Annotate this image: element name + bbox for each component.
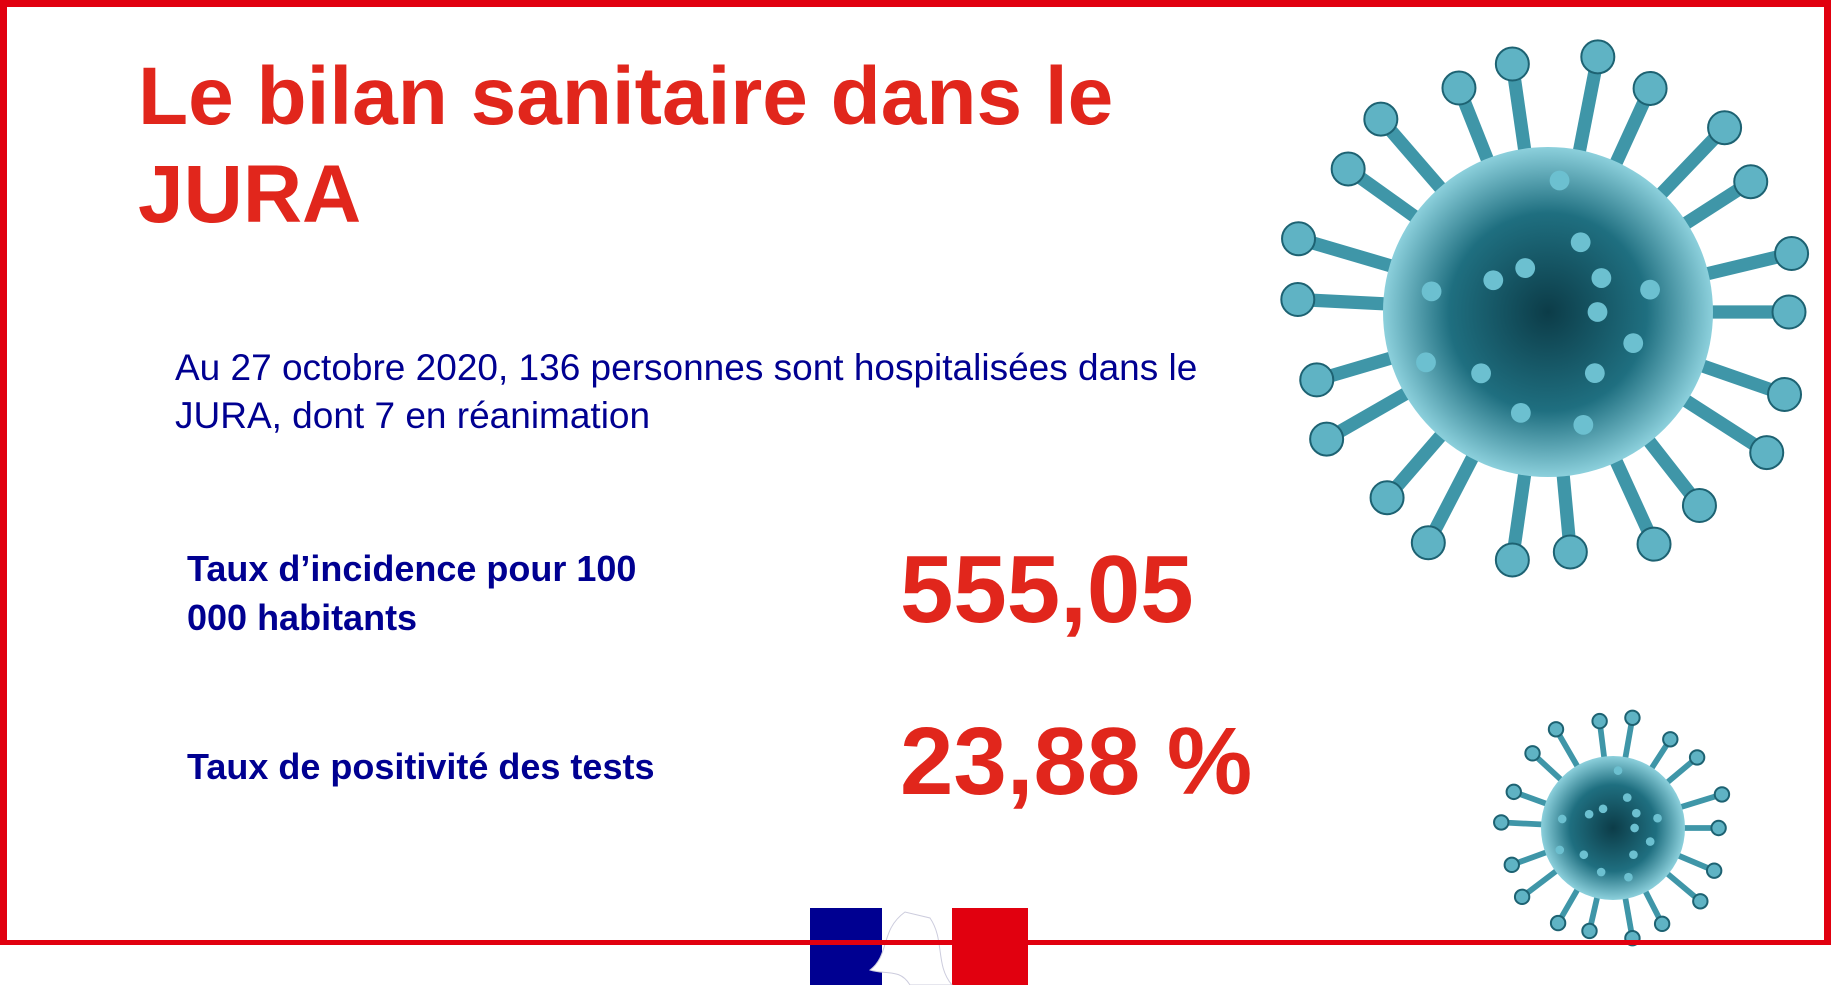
virus-part bbox=[1524, 745, 1541, 762]
virus-part bbox=[1681, 488, 1717, 524]
virus-part bbox=[1515, 258, 1536, 278]
virus-part bbox=[1493, 814, 1510, 831]
virus-large bbox=[1280, 39, 1810, 578]
virus-part bbox=[1774, 236, 1810, 272]
virus-part bbox=[1416, 352, 1436, 373]
virus-part bbox=[1471, 363, 1491, 384]
virus-part bbox=[1584, 809, 1594, 819]
virus-part bbox=[1299, 362, 1335, 398]
virus-part bbox=[1591, 268, 1612, 288]
virus-part bbox=[1441, 70, 1477, 106]
virus-part bbox=[1494, 46, 1530, 82]
virus-part bbox=[1749, 435, 1785, 471]
virus-part bbox=[1541, 756, 1685, 900]
virus-part bbox=[1581, 922, 1598, 940]
virus-part bbox=[1591, 712, 1608, 730]
virus-part bbox=[1573, 414, 1594, 435]
virus-part bbox=[1383, 147, 1713, 477]
virus-part bbox=[1669, 386, 1771, 459]
virus-part bbox=[1598, 804, 1608, 814]
virus-part bbox=[1547, 721, 1565, 738]
virus-part bbox=[1587, 302, 1608, 322]
virus-part bbox=[1569, 55, 1605, 168]
virus-part bbox=[1733, 164, 1769, 200]
virus-part bbox=[1570, 232, 1591, 253]
virus-part bbox=[1636, 526, 1672, 562]
virus-part bbox=[1603, 444, 1661, 547]
virus-part bbox=[1363, 101, 1399, 137]
virus-part bbox=[1422, 440, 1486, 546]
virus-part bbox=[1624, 709, 1641, 726]
virus-part bbox=[1549, 170, 1570, 191]
virus-part bbox=[1410, 525, 1446, 561]
virus-part bbox=[1552, 534, 1588, 570]
virus-part bbox=[1623, 333, 1644, 354]
virus-small bbox=[1493, 709, 1731, 947]
frame bbox=[0, 0, 1831, 945]
virus-part bbox=[1557, 814, 1567, 824]
virus-part bbox=[1584, 363, 1605, 384]
logo bbox=[810, 908, 1028, 985]
virus-part bbox=[1771, 294, 1807, 330]
virus-part bbox=[1645, 837, 1655, 846]
virus-part bbox=[1767, 376, 1803, 412]
virus-part bbox=[1280, 281, 1316, 317]
virus-part bbox=[1375, 114, 1456, 205]
virus-part bbox=[1330, 151, 1366, 187]
virus-part bbox=[1710, 819, 1727, 837]
virus-part bbox=[1613, 766, 1623, 775]
virus-part bbox=[1660, 867, 1703, 904]
virus-part bbox=[1653, 813, 1662, 823]
virus-part bbox=[1692, 893, 1709, 910]
virus-part bbox=[1662, 731, 1679, 748]
virus-part bbox=[1369, 480, 1405, 516]
virus-part bbox=[1510, 403, 1531, 423]
virus-part bbox=[1494, 542, 1530, 578]
virus-part bbox=[1629, 850, 1638, 859]
stat-value: 555,05 bbox=[900, 536, 1194, 643]
virus-part bbox=[1707, 110, 1743, 146]
virus-part bbox=[1645, 123, 1730, 210]
virus-part bbox=[1579, 850, 1589, 860]
virus-part bbox=[1281, 221, 1317, 257]
title: Le bilan sanitaire dans le JURA bbox=[138, 51, 1114, 240]
virus-part bbox=[1674, 791, 1723, 812]
virus-part bbox=[1513, 888, 1531, 906]
virus-part bbox=[1549, 914, 1567, 932]
virus-part bbox=[1631, 808, 1641, 818]
virus-part bbox=[1555, 845, 1565, 855]
virus-part bbox=[1632, 70, 1668, 106]
virus-part bbox=[1580, 39, 1616, 75]
intro-text: Au 27 octobre 2020, 136 personnes sont h… bbox=[175, 347, 1198, 436]
stat-label: Taux de positivité des tests bbox=[187, 746, 655, 787]
virus-part bbox=[1296, 232, 1408, 277]
virus-part bbox=[1622, 793, 1632, 802]
virus-part bbox=[1630, 823, 1639, 833]
virus-part bbox=[1596, 867, 1606, 877]
virus-part bbox=[1323, 380, 1423, 445]
stat-label: Taux d’incidence pour 100 000 habitants bbox=[187, 548, 637, 638]
virus-part bbox=[1705, 862, 1723, 879]
virus-part bbox=[1421, 281, 1442, 302]
virus-part bbox=[1640, 279, 1660, 300]
virus-part bbox=[1688, 749, 1706, 766]
virus-part bbox=[1309, 421, 1345, 457]
virus-part bbox=[1653, 915, 1671, 933]
virus-part bbox=[1624, 872, 1633, 882]
virus-part bbox=[1713, 786, 1731, 803]
virus-part bbox=[1505, 783, 1522, 801]
virus-part bbox=[1503, 856, 1520, 874]
stat-value: 23,88 % bbox=[900, 708, 1253, 815]
virus-part bbox=[1483, 270, 1504, 291]
